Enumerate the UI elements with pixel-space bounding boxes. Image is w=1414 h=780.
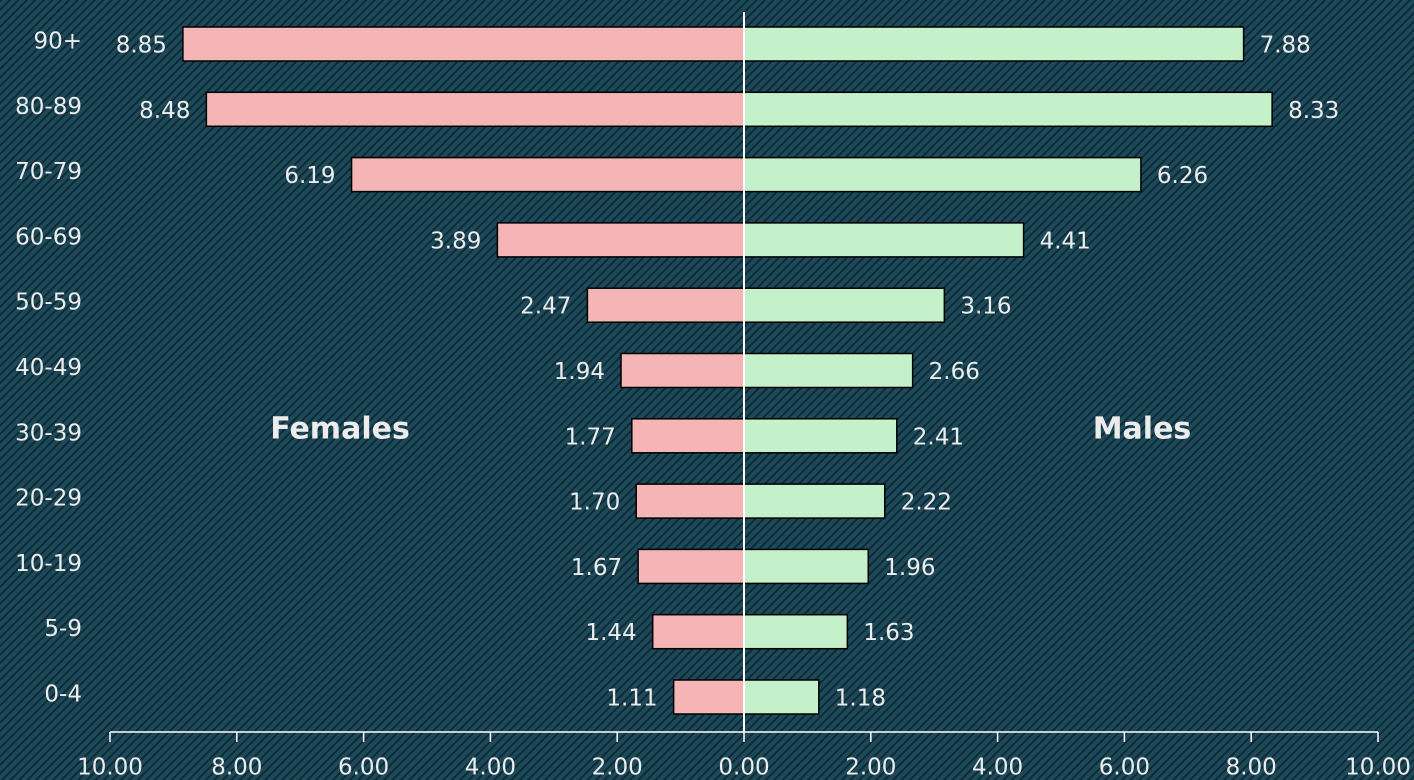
y-tick-label: 10-19 xyxy=(15,551,82,577)
x-tick-label: 6.00 xyxy=(338,755,389,780)
bar xyxy=(635,483,745,519)
value-label: 1.18 xyxy=(835,686,886,712)
bar xyxy=(743,26,1245,62)
bar xyxy=(350,156,745,193)
y-tick-label: 60-69 xyxy=(15,224,82,250)
bar xyxy=(637,548,745,585)
bar xyxy=(496,222,745,258)
bar xyxy=(620,352,745,389)
x-tick-label: 6.00 xyxy=(1099,755,1150,780)
value-label: 1.63 xyxy=(863,620,914,646)
bar xyxy=(182,26,745,62)
bar xyxy=(586,287,745,323)
x-tick-label: 2.00 xyxy=(845,755,896,780)
bar xyxy=(743,613,849,650)
bar xyxy=(743,418,898,454)
value-label: 1.94 xyxy=(554,359,605,385)
y-tick-label: 70-79 xyxy=(15,159,82,185)
value-label: 7.88 xyxy=(1260,33,1311,59)
bar xyxy=(743,156,1142,193)
value-label: 3.16 xyxy=(960,294,1011,320)
value-label: 1.96 xyxy=(884,555,935,581)
y-tick-label: 0-4 xyxy=(44,682,82,708)
value-label: 2.47 xyxy=(520,294,571,320)
x-tick-label: 8.00 xyxy=(211,755,262,780)
x-tick-label: 8.00 xyxy=(1226,755,1277,780)
x-tick-label: 0.00 xyxy=(718,755,769,780)
x-tick-label: 4.00 xyxy=(972,755,1023,780)
y-tick-label: 90+ xyxy=(33,29,82,55)
y-tick-label: 30-39 xyxy=(15,420,82,446)
value-label: 1.44 xyxy=(585,620,636,646)
bar xyxy=(631,418,745,454)
value-label: 8.85 xyxy=(116,33,167,59)
bar xyxy=(743,352,914,389)
value-label: 6.26 xyxy=(1157,163,1208,189)
value-label: 4.41 xyxy=(1040,228,1091,254)
y-tick-label: 20-29 xyxy=(15,486,82,512)
bar xyxy=(743,287,946,323)
series-label: Males xyxy=(1093,412,1192,447)
value-label: 1.67 xyxy=(571,555,622,581)
x-tick-label: 4.00 xyxy=(465,755,516,780)
x-tick-label: 10.00 xyxy=(77,755,143,780)
bar xyxy=(651,613,745,650)
y-tick-label: 5-9 xyxy=(44,616,82,642)
value-label: 2.22 xyxy=(901,490,952,516)
value-label: 3.89 xyxy=(430,228,481,254)
value-label: 2.41 xyxy=(913,424,964,450)
bar xyxy=(743,91,1273,128)
bar xyxy=(743,548,870,585)
value-label: 1.11 xyxy=(606,686,657,712)
y-tick-label: 40-49 xyxy=(15,355,82,381)
x-tick-label: 10.00 xyxy=(1345,755,1411,780)
bar xyxy=(205,91,745,128)
y-tick-label: 80-89 xyxy=(15,94,82,120)
bar xyxy=(743,483,886,519)
value-label: 8.48 xyxy=(139,98,190,124)
bar xyxy=(672,679,745,715)
value-label: 1.77 xyxy=(565,424,616,450)
bar xyxy=(743,679,820,715)
series-label: Females xyxy=(270,412,410,447)
bar xyxy=(743,222,1025,258)
x-tick-label: 2.00 xyxy=(592,755,643,780)
value-label: 1.70 xyxy=(569,490,620,516)
value-label: 8.33 xyxy=(1288,98,1339,124)
value-label: 2.66 xyxy=(929,359,980,385)
y-tick-label: 50-59 xyxy=(15,290,82,316)
value-label: 6.19 xyxy=(284,163,335,189)
